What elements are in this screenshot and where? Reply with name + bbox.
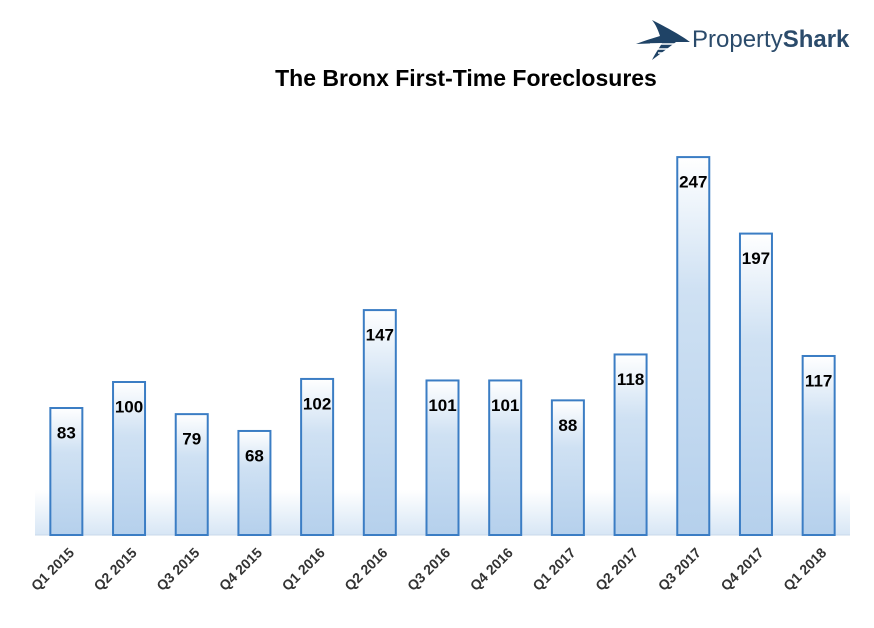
logo-stripes: [650, 43, 684, 54]
value-label: 68: [245, 446, 264, 465]
x-tick-label: Q2 2017: [592, 544, 641, 593]
logo: PropertyShark: [636, 20, 850, 60]
x-tick-label: Q3 2017: [655, 544, 704, 593]
x-tick-label: Q2 2016: [341, 544, 390, 593]
value-label: 117: [805, 371, 832, 390]
bar: [550, 399, 585, 536]
logo-prefix: Property: [692, 26, 783, 53]
value-label: 88: [558, 416, 577, 435]
x-tick-label: Q4 2017: [717, 544, 766, 593]
bar: [174, 413, 209, 537]
bar: [613, 353, 648, 536]
x-tick-label: Q1 2017: [529, 544, 578, 593]
bar: [300, 377, 335, 536]
value-label: 102: [303, 394, 331, 413]
bar: [676, 156, 711, 536]
value-label: 101: [428, 396, 456, 415]
x-tick-label: Q4 2016: [467, 544, 516, 593]
bar: [738, 232, 773, 536]
bar: [362, 309, 397, 536]
value-label: 100: [115, 397, 143, 416]
x-tick-label: Q1 2016: [279, 544, 328, 593]
value-label: 197: [742, 249, 770, 268]
bar: [49, 407, 84, 537]
x-tick-label: Q4 2015: [216, 544, 265, 593]
value-label: 147: [366, 326, 394, 345]
value-label: 101: [491, 396, 519, 415]
value-label: 79: [182, 430, 201, 449]
logo-suffix: Shark: [783, 26, 850, 53]
chart-title: The Bronx First-Time Foreclosures: [275, 65, 657, 91]
bar: [488, 379, 523, 536]
value-label: 83: [57, 423, 76, 442]
bar: [112, 381, 147, 536]
logo-icon: [636, 20, 690, 60]
logo-text: PropertyShark: [692, 26, 850, 53]
bar: [425, 379, 460, 536]
x-tick-label: Q1 2015: [28, 544, 77, 593]
x-tick-label: Q2 2015: [90, 544, 139, 593]
value-label: 118: [617, 370, 644, 389]
bar: [801, 354, 836, 536]
bar: [237, 429, 272, 536]
x-tick-label: Q3 2016: [404, 544, 453, 593]
value-label: 247: [679, 173, 707, 192]
x-tick-label: Q1 2018: [780, 544, 829, 593]
x-tick-label: Q3 2015: [153, 544, 202, 593]
